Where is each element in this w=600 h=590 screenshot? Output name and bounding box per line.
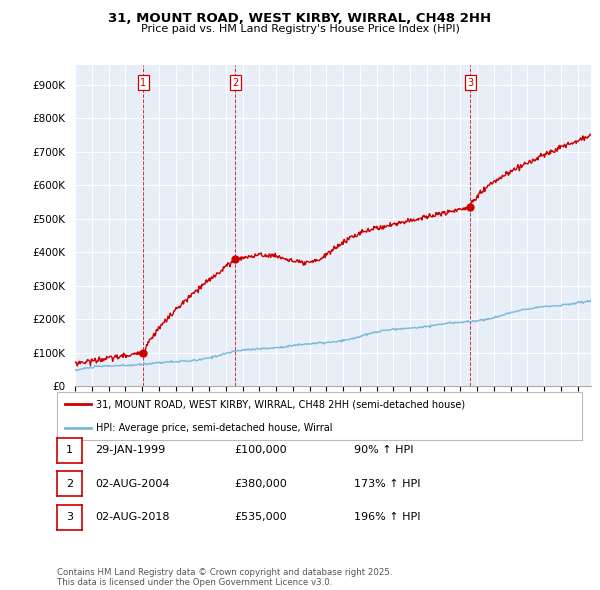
Text: 196% ↑ HPI: 196% ↑ HPI xyxy=(354,513,421,522)
Text: 173% ↑ HPI: 173% ↑ HPI xyxy=(354,479,421,489)
Text: 29-JAN-1999: 29-JAN-1999 xyxy=(95,445,165,455)
Text: £535,000: £535,000 xyxy=(234,513,287,522)
Text: 31, MOUNT ROAD, WEST KIRBY, WIRRAL, CH48 2HH: 31, MOUNT ROAD, WEST KIRBY, WIRRAL, CH48… xyxy=(109,12,491,25)
Text: 90% ↑ HPI: 90% ↑ HPI xyxy=(354,445,413,455)
Text: 2: 2 xyxy=(232,78,239,87)
Text: HPI: Average price, semi-detached house, Wirral: HPI: Average price, semi-detached house,… xyxy=(97,423,333,433)
Text: 02-AUG-2018: 02-AUG-2018 xyxy=(95,513,169,522)
Text: £100,000: £100,000 xyxy=(234,445,287,455)
Text: 3: 3 xyxy=(66,513,73,522)
Text: Price paid vs. HM Land Registry's House Price Index (HPI): Price paid vs. HM Land Registry's House … xyxy=(140,24,460,34)
Text: 02-AUG-2004: 02-AUG-2004 xyxy=(95,479,169,489)
Text: Contains HM Land Registry data © Crown copyright and database right 2025.
This d: Contains HM Land Registry data © Crown c… xyxy=(57,568,392,587)
Text: 3: 3 xyxy=(467,78,473,87)
Text: 1: 1 xyxy=(140,78,146,87)
Text: 1: 1 xyxy=(66,445,73,455)
Text: 31, MOUNT ROAD, WEST KIRBY, WIRRAL, CH48 2HH (semi-detached house): 31, MOUNT ROAD, WEST KIRBY, WIRRAL, CH48… xyxy=(97,399,466,409)
Text: 2: 2 xyxy=(66,479,73,489)
Text: £380,000: £380,000 xyxy=(234,479,287,489)
